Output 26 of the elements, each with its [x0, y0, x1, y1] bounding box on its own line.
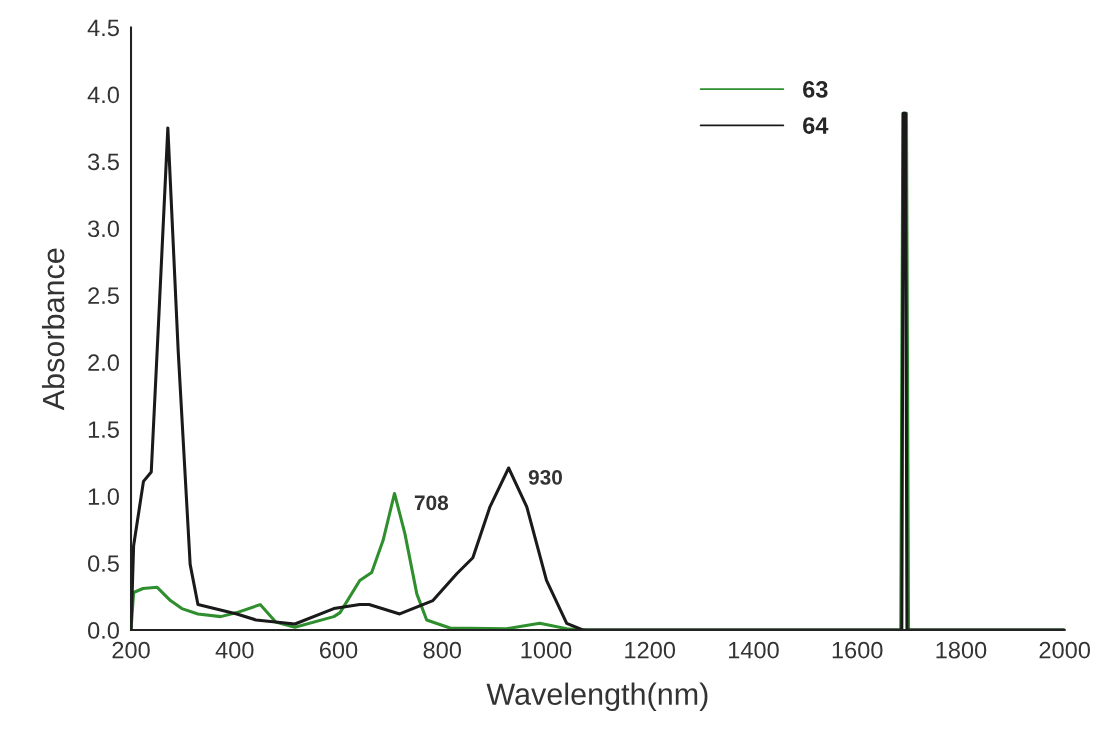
y-tick-label: 0.0: [88, 622, 119, 639]
y-tick-label: 1.5: [88, 421, 119, 438]
y-tick-label: 4.0: [87, 86, 119, 104]
x-tick-label: 1800: [936, 641, 987, 659]
x-tick-label: 1600: [832, 641, 883, 659]
legend-label: 63: [803, 80, 828, 98]
annotation: 708: [414, 495, 449, 511]
x-tick-label: 800: [423, 641, 462, 659]
x-tick-label: 1200: [625, 641, 676, 659]
annotation: 930: [528, 469, 562, 485]
y-tick-label: 2.0: [88, 354, 119, 372]
x-tick-label: 2000: [1039, 641, 1091, 659]
x-tick-label: 200: [112, 641, 150, 659]
x-tick-label: 400: [215, 641, 254, 659]
y-tick-label: 2.5: [88, 287, 119, 305]
y-tick-label: 3.5: [87, 153, 119, 171]
y-tick-label: 1.0: [88, 488, 119, 505]
y-tick-label: 4.5: [87, 19, 119, 37]
legend-label: 64: [803, 117, 829, 134]
x-axis-title: Wavelength(nm): [486, 682, 708, 712]
y-axis-title: Absorbance: [41, 248, 65, 411]
x-tick-label: 600: [320, 641, 358, 659]
y-tick-label: 3.0: [87, 220, 119, 238]
x-tick-label: 1000: [521, 641, 572, 659]
x-tick-label: 1400: [728, 641, 779, 659]
y-tick-label: 0.5: [88, 555, 119, 572]
